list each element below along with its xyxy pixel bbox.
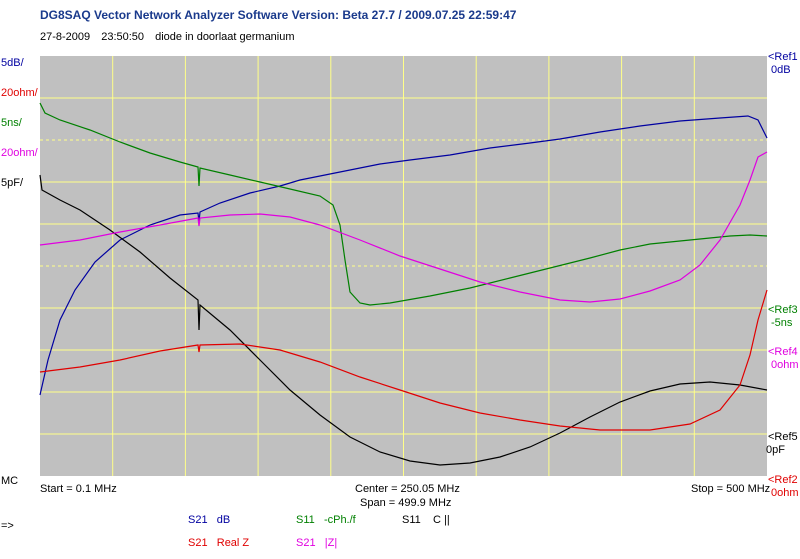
legend-param: S11 (296, 514, 315, 526)
ref4-value: 0ohm (771, 359, 799, 371)
marker-mode-label: MC (1, 475, 19, 487)
ref1-label[interactable]: <Ref1 (768, 51, 798, 63)
legend-unit: |Z| (324, 537, 338, 549)
legend-param: S11 (402, 514, 421, 526)
legend-unit: dB (216, 514, 231, 526)
legend-s11-c[interactable]: S11 C || (402, 514, 450, 526)
app-title: DG8SAQ Vector Network Analyzer Software … (40, 8, 517, 22)
measurement-time: 23:50:50 (101, 31, 145, 43)
legend-param: S21 (296, 537, 316, 549)
span-frequency: Span = 499.9 MHz (360, 497, 452, 509)
grid (40, 56, 767, 476)
ref5-value: 0pF (766, 444, 785, 456)
ref4-label[interactable]: <Ref4 (768, 346, 798, 358)
measurement-date: 27-8-2009 (40, 31, 91, 43)
legend-selector-arrow[interactable]: => (1, 520, 14, 532)
ref2-value: 0ohm (771, 487, 799, 499)
legend-s21-real[interactable]: S21 Real Z (188, 537, 249, 549)
legend-param: S21 (188, 537, 208, 549)
legend-unit: C || (433, 514, 450, 526)
trace-s21-real (39, 289, 768, 431)
ref3-value: -5ns (771, 317, 793, 329)
legend-s11-phase[interactable]: S11 -cPh./f (296, 514, 356, 526)
scale-s11-c: 5pF/ (1, 177, 24, 189)
start-frequency: Start = 0.1 MHz (40, 483, 117, 495)
center-frequency: Center = 250.05 MHz (355, 483, 460, 495)
ref5-label[interactable]: <Ref5 (768, 431, 798, 443)
legend-s21-absz[interactable]: S21 |Z| (296, 537, 337, 549)
trace-s11-phase (39, 102, 768, 306)
scale-s21-absz: 20ohm/ (1, 147, 38, 159)
ref1-value: 0dB (771, 64, 791, 76)
scale-s21-db: 5dB/ (1, 57, 24, 69)
traces (39, 102, 768, 466)
trace-s21-absz (39, 151, 768, 303)
trace-s21-db (39, 115, 768, 396)
stop-frequency: Stop = 500 MHz (691, 483, 771, 495)
legend-s21-db[interactable]: S21 dB (188, 514, 230, 526)
trace-s11-c (39, 174, 768, 466)
scale-s21-real: 20ohm/ (1, 87, 38, 99)
measurement-info: 27-8-2009 23:50:50 diode in doorlaat ger… (40, 31, 303, 43)
ref3-label[interactable]: <Ref3 (768, 304, 798, 316)
scale-s11-phase: 5ns/ (1, 117, 22, 129)
ref2-label[interactable]: <Ref2 (768, 474, 798, 486)
measurement-note: diode in doorlaat germanium (155, 31, 295, 43)
legend-param: S21 (188, 514, 208, 526)
legend-unit: -cPh./f (323, 514, 356, 526)
legend-unit: Real Z (216, 537, 250, 549)
